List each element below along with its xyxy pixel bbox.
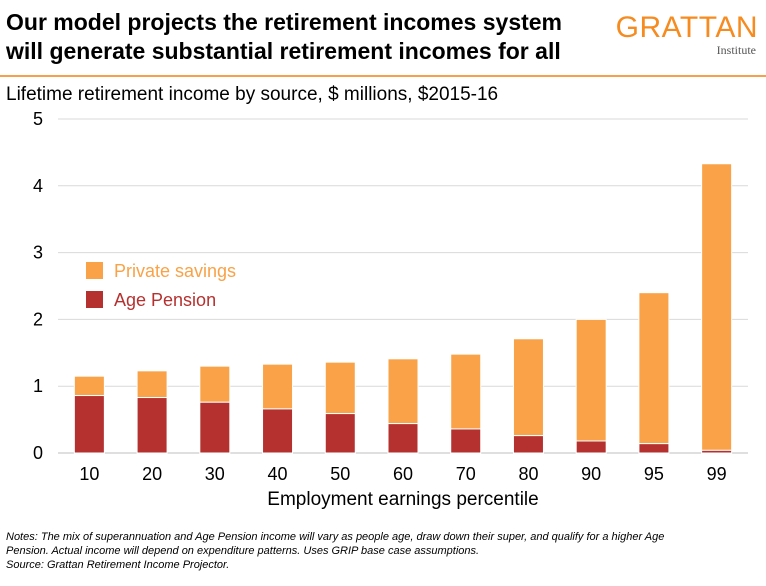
bar-private-savings-99 <box>701 163 733 451</box>
legend-swatch-private-savings <box>86 262 103 279</box>
x-tick-label-50: 50 <box>330 464 350 484</box>
bar-private-savings-90 <box>575 318 607 442</box>
x-axis-label: Employment earnings percentile <box>267 489 538 510</box>
source-line: Source: Grattan Retirement Income Projec… <box>6 559 230 571</box>
bar-private-savings-95 <box>638 292 670 445</box>
bar-private-savings-20 <box>136 370 168 399</box>
chart-subtitle: Lifetime retirement income by source, $ … <box>6 84 499 105</box>
bar-private-savings-50 <box>324 361 356 415</box>
x-tick-label-80: 80 <box>518 464 538 484</box>
bar-age-pension-30 <box>199 401 231 454</box>
y-tick-label-0: 0 <box>33 443 43 463</box>
y-tick-label-4: 4 <box>33 176 43 196</box>
bar-age-pension-90 <box>575 440 607 454</box>
bar-private-savings-80 <box>512 338 544 437</box>
legend-label-age-pension: Age Pension <box>114 290 216 310</box>
title-divider <box>0 75 766 77</box>
x-tick-label-60: 60 <box>393 464 413 484</box>
x-tick-label-10: 10 <box>79 464 99 484</box>
bar-private-savings-40 <box>262 363 294 410</box>
bar-age-pension-20 <box>136 397 168 454</box>
notes-line-2: Pension. Actual income will depend on ex… <box>6 545 480 557</box>
grattan-logo-subtext: Institute <box>716 43 756 57</box>
x-tick-label-90: 90 <box>581 464 601 484</box>
bar-private-savings-70 <box>450 353 482 430</box>
title-line-1: Our model projects the retirement income… <box>6 9 563 35</box>
y-tick-label-1: 1 <box>33 376 43 396</box>
chart-title: Our model projects the retirement income… <box>6 8 606 66</box>
legend-label-private-savings: Private savings <box>114 261 236 281</box>
bar-age-pension-80 <box>512 435 544 454</box>
bar-private-savings-30 <box>199 365 231 403</box>
x-tick-label-20: 20 <box>142 464 162 484</box>
bar-age-pension-50 <box>324 413 356 454</box>
bar-private-savings-60 <box>387 358 419 425</box>
x-tick-label-95: 95 <box>644 464 664 484</box>
chart-notes: Notes: The mix of superannuation and Age… <box>6 530 756 572</box>
title-line-2: will generate substantial retirement inc… <box>6 38 561 64</box>
bar-private-savings-10 <box>73 375 105 397</box>
x-tick-label-70: 70 <box>456 464 476 484</box>
bar-age-pension-99 <box>701 449 733 454</box>
bar-age-pension-60 <box>387 423 419 454</box>
x-tick-label-40: 40 <box>268 464 288 484</box>
bar-age-pension-95 <box>638 443 670 454</box>
bar-age-pension-70 <box>450 428 482 454</box>
bar-age-pension-10 <box>73 395 105 454</box>
x-tick-label-99: 99 <box>707 464 727 484</box>
bar-age-pension-40 <box>262 408 294 454</box>
grattan-logo: GRATTAN <box>615 11 758 44</box>
notes-line-1: Notes: The mix of superannuation and Age… <box>6 531 665 543</box>
y-tick-label-3: 3 <box>33 243 43 263</box>
x-tick-label-30: 30 <box>205 464 225 484</box>
y-tick-label-2: 2 <box>33 309 43 329</box>
y-tick-label-5: 5 <box>33 109 43 129</box>
legend-swatch-age-pension <box>86 291 103 308</box>
